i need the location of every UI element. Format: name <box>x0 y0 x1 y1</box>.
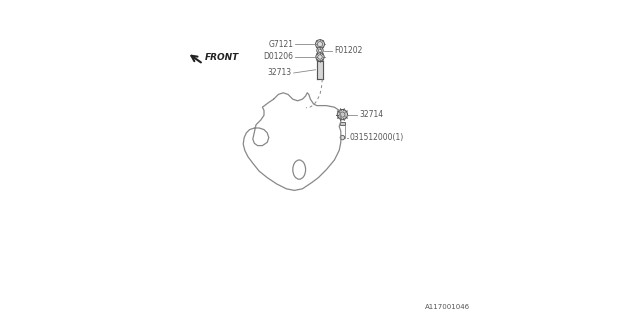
Circle shape <box>316 40 324 49</box>
Text: D01206: D01206 <box>264 52 293 61</box>
Circle shape <box>340 135 344 140</box>
Text: F01202: F01202 <box>334 46 362 55</box>
Text: 031512000(1): 031512000(1) <box>349 133 404 142</box>
Circle shape <box>316 53 324 61</box>
Text: 32714: 32714 <box>360 110 383 119</box>
Text: G7121: G7121 <box>268 40 293 49</box>
Text: A117001046: A117001046 <box>425 304 470 310</box>
Text: 32713: 32713 <box>268 68 292 77</box>
Circle shape <box>317 47 323 54</box>
Text: FRONT: FRONT <box>205 53 239 62</box>
Bar <box>340 122 345 125</box>
Circle shape <box>337 109 348 120</box>
